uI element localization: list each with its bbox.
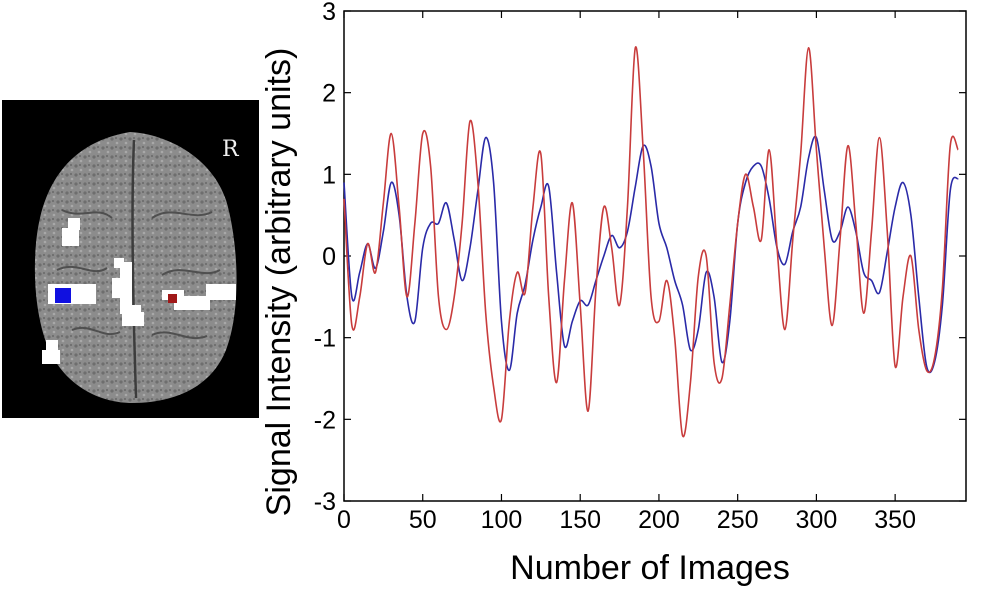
plot-frame bbox=[343, 10, 967, 502]
x-tick-label: 0 bbox=[337, 506, 351, 534]
x-tick-label: 250 bbox=[717, 506, 759, 534]
y-tick-label: 3 bbox=[322, 0, 336, 26]
y-tick-label: -1 bbox=[314, 325, 336, 353]
x-tick-label: 350 bbox=[874, 506, 916, 534]
brain-tissue bbox=[34, 132, 237, 403]
y-tick-label: 0 bbox=[322, 243, 336, 271]
series-line-2 bbox=[343, 46, 959, 438]
x-tick-label: 100 bbox=[481, 506, 523, 534]
y-tick-label: -3 bbox=[314, 488, 336, 516]
y-tick-label: 2 bbox=[322, 80, 336, 108]
x-tick-label: 200 bbox=[638, 506, 680, 534]
y-tick-label: 1 bbox=[322, 161, 336, 189]
x-tick-label: 50 bbox=[409, 506, 437, 534]
right-roi-marker bbox=[168, 294, 177, 303]
left-roi-marker bbox=[55, 288, 71, 303]
y-axis-title: Signal Intensity (arbitrary units) bbox=[260, 48, 298, 517]
y-tick-label: -2 bbox=[314, 406, 336, 434]
x-tick-label: 300 bbox=[796, 506, 838, 534]
brain-slice-image: R bbox=[2, 100, 259, 418]
x-tick-label: 150 bbox=[559, 506, 601, 534]
x-axis-title: Number of Images bbox=[510, 549, 790, 587]
orientation-label: R bbox=[222, 137, 240, 162]
